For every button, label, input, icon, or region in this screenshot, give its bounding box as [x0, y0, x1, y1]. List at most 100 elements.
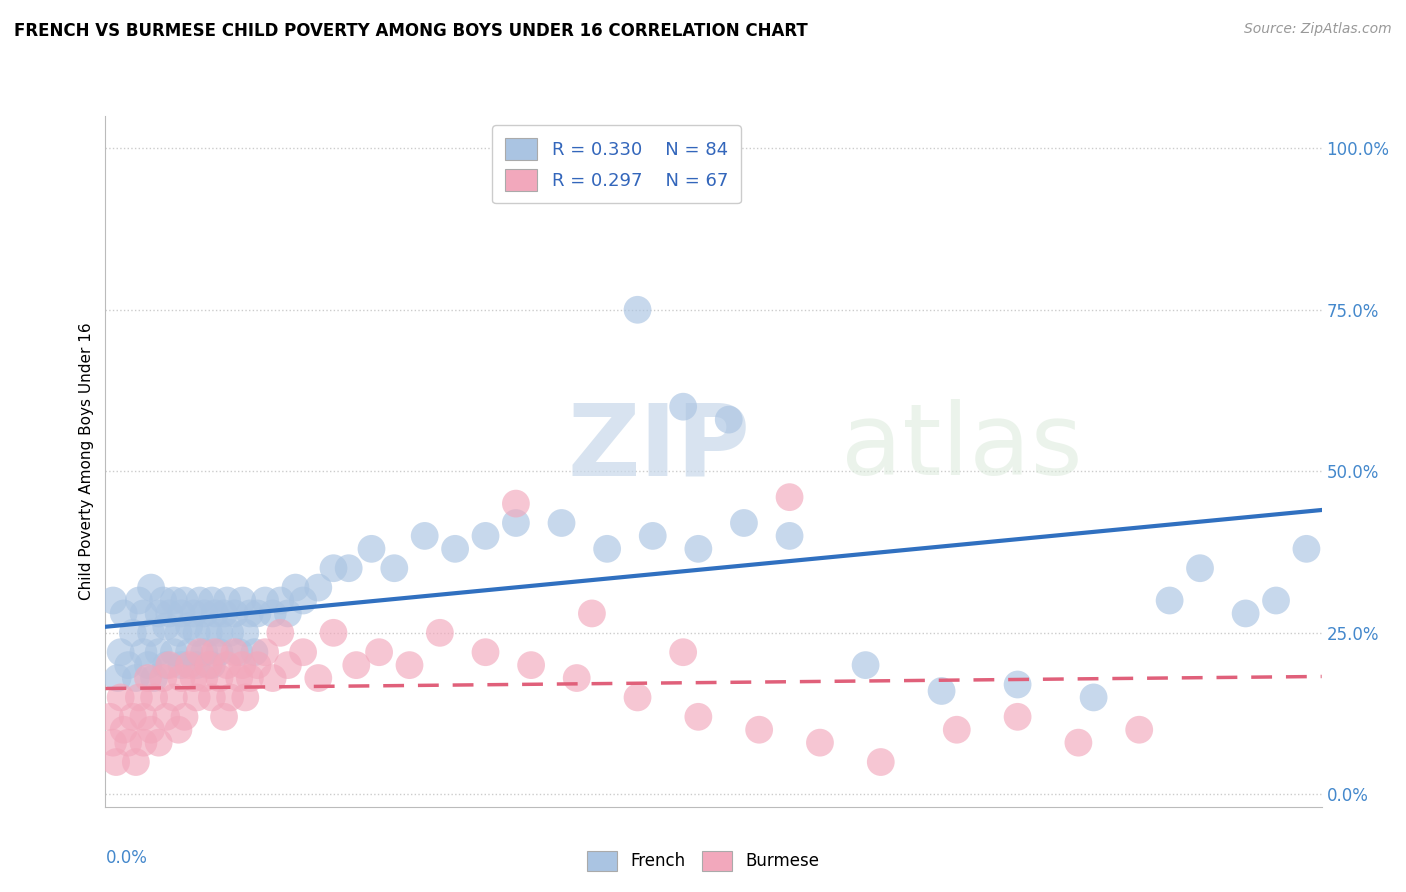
- Point: [733, 516, 755, 530]
- Point: [277, 607, 299, 621]
- Point: [139, 581, 162, 595]
- Point: [1355, 219, 1378, 233]
- Point: [1067, 736, 1090, 750]
- Point: [186, 690, 208, 705]
- Point: [201, 690, 224, 705]
- Point: [193, 671, 215, 685]
- Point: [219, 625, 242, 640]
- Point: [1007, 710, 1029, 724]
- Point: [173, 593, 195, 607]
- Text: FRENCH VS BURMESE CHILD POVERTY AMONG BOYS UNDER 16 CORRELATION CHART: FRENCH VS BURMESE CHILD POVERTY AMONG BO…: [14, 22, 808, 40]
- Point: [136, 671, 159, 685]
- Point: [262, 671, 284, 685]
- Point: [183, 607, 205, 621]
- Point: [208, 645, 231, 659]
- Point: [148, 607, 170, 621]
- Point: [581, 607, 603, 621]
- Point: [170, 658, 193, 673]
- Point: [186, 625, 208, 640]
- Point: [224, 645, 246, 659]
- Point: [808, 736, 831, 750]
- Point: [322, 625, 344, 640]
- Point: [152, 593, 174, 607]
- Point: [277, 658, 299, 673]
- Point: [474, 529, 496, 543]
- Point: [128, 690, 150, 705]
- Y-axis label: Child Poverty Among Boys Under 16: Child Poverty Among Boys Under 16: [79, 323, 94, 600]
- Point: [105, 755, 128, 769]
- Point: [188, 645, 211, 659]
- Point: [167, 625, 190, 640]
- Point: [167, 723, 190, 737]
- Point: [117, 736, 139, 750]
- Point: [121, 625, 143, 640]
- Point: [152, 671, 174, 685]
- Point: [284, 581, 307, 595]
- Point: [193, 645, 215, 659]
- Point: [292, 593, 315, 607]
- Point: [239, 671, 262, 685]
- Point: [360, 541, 382, 556]
- Point: [855, 658, 877, 673]
- Point: [148, 736, 170, 750]
- Point: [186, 658, 208, 673]
- Point: [565, 671, 588, 685]
- Point: [173, 710, 195, 724]
- Point: [136, 658, 159, 673]
- Point: [101, 736, 124, 750]
- Point: [1295, 541, 1317, 556]
- Point: [779, 490, 801, 504]
- Point: [125, 755, 148, 769]
- Point: [155, 658, 177, 673]
- Point: [1083, 690, 1105, 705]
- Point: [550, 516, 572, 530]
- Point: [398, 658, 420, 673]
- Point: [1007, 677, 1029, 691]
- Point: [307, 581, 329, 595]
- Point: [201, 658, 224, 673]
- Point: [224, 607, 246, 621]
- Text: 0.0%: 0.0%: [105, 849, 148, 867]
- Point: [779, 529, 801, 543]
- Point: [368, 645, 391, 659]
- Point: [112, 607, 135, 621]
- Point: [98, 710, 121, 724]
- Point: [132, 645, 155, 659]
- Point: [112, 723, 135, 737]
- Point: [219, 690, 242, 705]
- Text: Source: ZipAtlas.com: Source: ZipAtlas.com: [1244, 22, 1392, 37]
- Point: [474, 645, 496, 659]
- Point: [626, 302, 648, 317]
- Point: [243, 645, 266, 659]
- Point: [626, 690, 648, 705]
- Text: ZIP: ZIP: [568, 400, 751, 496]
- Point: [132, 607, 155, 621]
- Point: [163, 645, 186, 659]
- Point: [869, 755, 891, 769]
- Point: [1234, 607, 1257, 621]
- Point: [128, 593, 150, 607]
- Point: [217, 658, 239, 673]
- Point: [307, 671, 329, 685]
- Point: [254, 593, 277, 607]
- Point: [155, 619, 177, 633]
- Point: [125, 671, 148, 685]
- Point: [139, 625, 162, 640]
- Point: [945, 723, 967, 737]
- Point: [262, 607, 284, 621]
- Point: [177, 619, 200, 633]
- Legend: French, Burmese: French, Burmese: [578, 842, 828, 880]
- Point: [177, 645, 200, 659]
- Point: [204, 607, 226, 621]
- Point: [143, 690, 166, 705]
- Point: [672, 400, 695, 414]
- Point: [217, 593, 239, 607]
- Point: [688, 710, 710, 724]
- Point: [382, 561, 405, 575]
- Point: [1128, 723, 1150, 737]
- Point: [246, 607, 269, 621]
- Point: [121, 710, 143, 724]
- Point: [337, 561, 360, 575]
- Point: [413, 529, 436, 543]
- Point: [596, 541, 619, 556]
